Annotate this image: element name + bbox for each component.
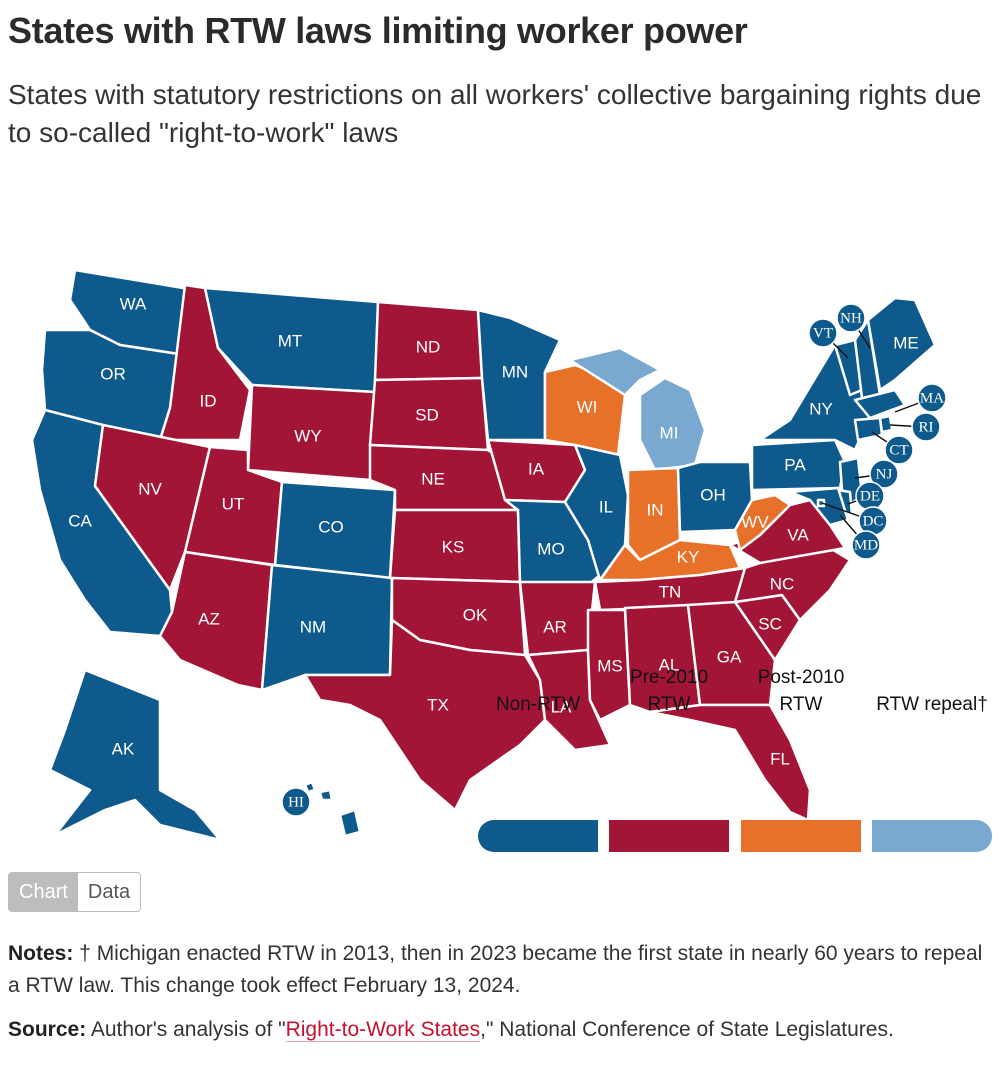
state-bubble-ma[interactable]: [917, 383, 947, 413]
data-tab[interactable]: Data: [77, 873, 141, 911]
state-label-wy: WY: [294, 426, 321, 445]
state-label-ga: GA: [717, 647, 742, 666]
state-label-in: IN: [647, 500, 664, 519]
state-label-ca: CA: [68, 511, 92, 530]
legend-label-non-rtw: Non-RTW: [495, 694, 581, 715]
notes: Notes: † Michigan enacted RTW in 2013, t…: [8, 938, 988, 1002]
source-post: ," National Conference of State Legislat…: [480, 1018, 894, 1041]
view-toggle: Chart Data: [8, 872, 142, 912]
state-label-mt: MT: [278, 331, 303, 350]
legend-swatch-pre-2010: [609, 820, 729, 852]
state-label-ne: NE: [421, 469, 445, 488]
state-dc[interactable]: [816, 498, 826, 508]
state-me[interactable]: [866, 296, 937, 392]
state-label-nh: NH: [840, 310, 862, 326]
state-ak[interactable]: [48, 668, 222, 842]
state-label-co: CO: [318, 517, 344, 536]
state-label-la: LA: [551, 697, 572, 716]
notes-text: † Michigan enacted RTW in 2013, then in …: [8, 942, 983, 997]
state-label-me: ME: [893, 333, 919, 352]
state-nv[interactable]: [93, 423, 212, 592]
legend-label-post-2010: Post-2010 RTW: [757, 667, 845, 715]
legend-label-repeal: RTW repeal†: [876, 694, 988, 715]
state-bubble-nh[interactable]: [836, 303, 866, 333]
state-label-ct: CT: [889, 442, 908, 458]
state-label-wa: WA: [120, 294, 147, 313]
state-label-nm: NM: [300, 617, 326, 636]
state-label-nv: NV: [138, 479, 162, 498]
state-label-sd: SD: [415, 405, 439, 424]
us-map: WA OR CA ID NV MT WY UT AZ CO NM ND SD NE KS OK TX MN IA MO…: [30, 268, 947, 842]
source-link[interactable]: Right-to-Work States: [285, 1018, 481, 1042]
state-label-al: AL: [659, 655, 680, 674]
state-label-va: VA: [787, 525, 809, 544]
state-label-ri: RI: [919, 419, 934, 435]
source-pre: Author's analysis of ": [86, 1018, 286, 1041]
state-label-dc: DC: [863, 513, 884, 529]
state-label-ak: AK: [112, 739, 135, 758]
state-label-ok: OK: [463, 605, 488, 624]
state-bubble-hi[interactable]: [281, 787, 311, 817]
state-bubble-vt[interactable]: [808, 318, 838, 348]
state-label-fl: FL: [770, 749, 790, 768]
state-label-mo: MO: [537, 539, 564, 558]
state-label-de: DE: [860, 488, 880, 504]
state-ga[interactable]: [686, 600, 777, 707]
state-label-sc: SC: [758, 614, 782, 633]
state-label-ut: UT: [222, 494, 245, 513]
state-label-mi: MI: [660, 423, 679, 442]
legend-swatch-non-rtw: [478, 820, 598, 852]
state-wv[interactable]: [733, 493, 792, 552]
state-bubble-nj[interactable]: [869, 459, 899, 489]
state-label-tn: TN: [659, 582, 682, 601]
state-label-ar: AR: [543, 617, 567, 636]
state-label-or: OR: [100, 364, 126, 383]
state-label-oh: OH: [700, 485, 726, 504]
legend: Non-RTW Pre-2010 RTW Post-2010 RTW RTW r…: [478, 667, 994, 854]
state-label-wi: WI: [577, 397, 598, 416]
chart-subtitle: States with statutory restrictions on al…: [8, 79, 982, 148]
state-label-ia: IA: [528, 459, 545, 478]
state-label-md: MD: [854, 537, 878, 553]
source-label: Source:: [8, 1018, 87, 1041]
source: Source: Author's analysis of "Right-to-W…: [8, 1014, 988, 1046]
state-label-id: ID: [200, 391, 217, 410]
state-label-ma: MA: [920, 390, 944, 406]
state-bubble-md[interactable]: [851, 530, 881, 560]
state-label-tx: TX: [427, 695, 449, 714]
state-label-az: AZ: [198, 609, 220, 628]
state-label-wv: WV: [741, 512, 769, 531]
state-label-nc: NC: [770, 574, 795, 593]
state-nm[interactable]: [260, 563, 394, 692]
state-tx[interactable]: [303, 618, 547, 812]
legend-label-pre-2010: Pre-2010 RTW: [629, 667, 709, 715]
state-mi[interactable]: [568, 346, 707, 472]
notes-label: Notes:: [8, 942, 74, 965]
state-bubble-ri[interactable]: [911, 412, 941, 442]
state-label-mn: MN: [502, 362, 528, 381]
state-label-ms: MS: [597, 656, 623, 675]
chart-tab[interactable]: Chart: [9, 873, 78, 911]
state-label-ny: NY: [809, 399, 833, 418]
state-label-il: IL: [599, 497, 613, 516]
state-label-nj: NJ: [876, 466, 893, 482]
state-hi[interactable]: [303, 780, 362, 838]
state-label-pa: PA: [784, 455, 806, 474]
legend-swatch-repeal: [872, 820, 992, 852]
state-label-nd: ND: [416, 337, 441, 356]
state-label-ky: KY: [677, 547, 700, 566]
chart-title: States with RTW laws limiting worker pow…: [8, 10, 748, 51]
state-label-vt: VT: [813, 325, 833, 341]
state-label-ks: KS: [442, 537, 465, 556]
state-ma[interactable]: [853, 388, 907, 420]
state-label-hi: HI: [288, 794, 304, 810]
state-bubble-ct[interactable]: [884, 435, 914, 465]
legend-swatch-post-2010: [741, 820, 861, 852]
